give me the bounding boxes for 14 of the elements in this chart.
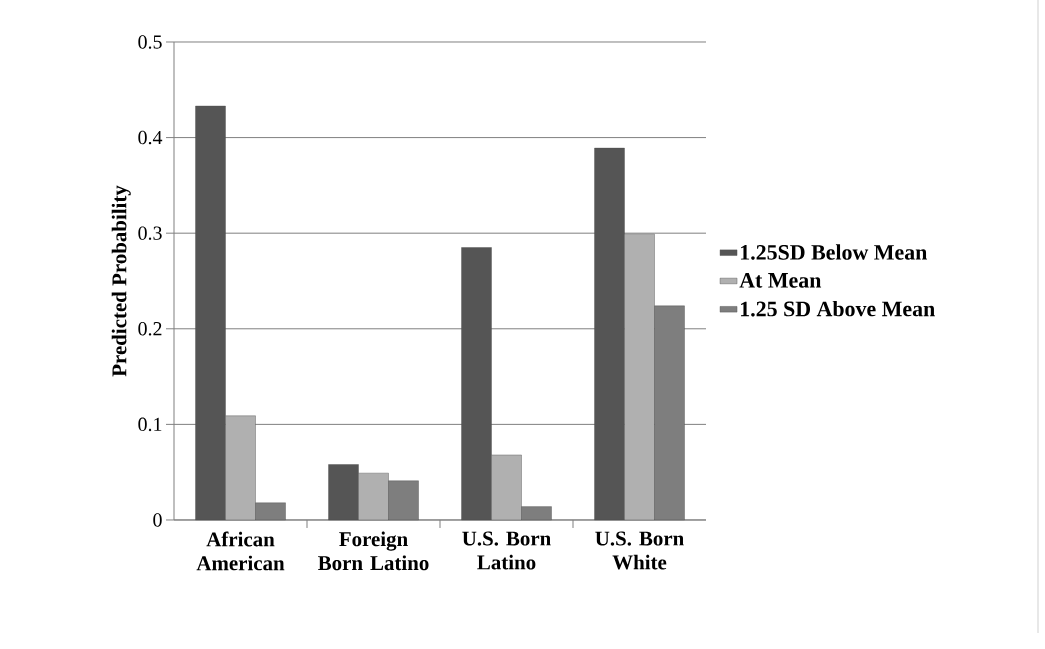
x-tick-label: U.S. Born Latino <box>462 531 551 570</box>
legend-label: 1.25SD Below Mean <box>740 244 928 260</box>
x-tick-label: African American <box>196 531 285 571</box>
x-tick-label: Foreign Born Latino <box>318 531 429 571</box>
y-axis-title: Predicted Probability <box>111 185 131 377</box>
legend-label: At Mean <box>739 273 822 288</box>
y-tick-label: 0.2 <box>138 322 162 336</box>
legend-label: 1.25 SD Above Mean <box>740 300 935 317</box>
y-tick-label: 0.3 <box>138 226 162 240</box>
y-tick-label: 0.5 <box>138 35 162 49</box>
y-tick-label: 0 <box>153 513 162 527</box>
y-tick-label: 0.4 <box>138 130 163 145</box>
x-tick-label: U.S. Born White <box>595 531 684 570</box>
y-tick-label: 0.1 <box>138 417 162 432</box>
